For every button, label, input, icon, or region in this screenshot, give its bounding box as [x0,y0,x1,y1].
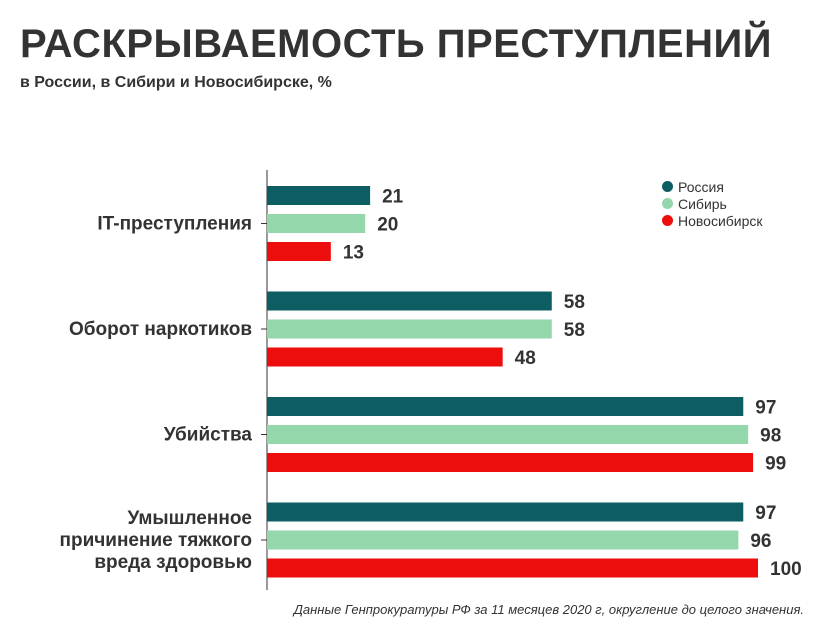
legend-item-novosibirsk: Новосибирск [662,212,763,229]
legend-label-siberia: Сибирь [678,195,727,212]
chart-subtitle: в России, в Сибири и Новосибирске, % [20,74,332,91]
bar-drug-trafficking-russia [267,291,552,311]
legend-label-russia: Россия [678,178,724,195]
value-label-drug-trafficking-russia: 58 [564,292,585,313]
value-label-murders-russia: 97 [755,398,776,419]
legend-swatch-novosibirsk [662,215,673,226]
category-label-murders: Убийства [164,425,253,446]
chart-title: РАСКРЫВАЕМОСТЬ ПРЕСТУПЛЕНИЙ [20,22,772,66]
bar-grievous-bodily-harm-novosibirsk [267,558,758,578]
legend-swatch-russia [662,181,673,192]
legend-label-novosibirsk: Новосибирск [678,212,763,229]
bar-murders-novosibirsk [267,453,754,472]
category-label-grievous-bodily-harm-line-2: причинение тяжкого [59,530,252,551]
bar-grievous-bodily-harm-russia [267,502,744,522]
bar-it-crimes-siberia [267,214,366,233]
value-label-grievous-bodily-harm-russia: 97 [755,503,776,524]
bar-murders-russia [267,397,744,416]
value-label-drug-trafficking-siberia: 58 [564,320,585,341]
value-label-murders-siberia: 98 [760,426,781,447]
bar-it-crimes-novosibirsk [267,242,331,261]
category-label-drug-trafficking: Оборот наркотиков [69,319,252,340]
source-note: Данные Генпрокуратуры РФ за 11 месяцев 2… [293,602,804,617]
value-label-it-crimes-russia: 21 [382,187,404,208]
value-label-drug-trafficking-novosibirsk: 48 [515,348,536,369]
value-label-murders-novosibirsk: 99 [765,454,786,475]
bar-murders-siberia [267,425,749,444]
bar-grievous-bodily-harm-siberia [267,530,739,550]
value-label-it-crimes-novosibirsk: 13 [343,243,364,264]
legend-swatch-siberia [662,198,673,209]
legend-item-siberia: Сибирь [662,195,763,212]
bar-drug-trafficking-siberia [267,319,552,339]
bar-it-crimes-russia [267,186,371,205]
legend: Россия Сибирь Новосибирск [662,178,763,229]
category-label-it-crimes: IT-преступления [97,214,252,235]
value-label-it-crimes-siberia: 20 [377,215,398,236]
value-label-grievous-bodily-harm-novosibirsk: 100 [770,559,802,580]
category-label-grievous-bodily-harm-line-3: вреда здоровью [94,552,252,573]
value-label-grievous-bodily-harm-siberia: 96 [750,531,771,552]
category-label-grievous-bodily-harm-line-1: Умышленное [127,508,252,529]
bar-drug-trafficking-novosibirsk [267,347,503,367]
legend-item-russia: Россия [662,178,763,195]
